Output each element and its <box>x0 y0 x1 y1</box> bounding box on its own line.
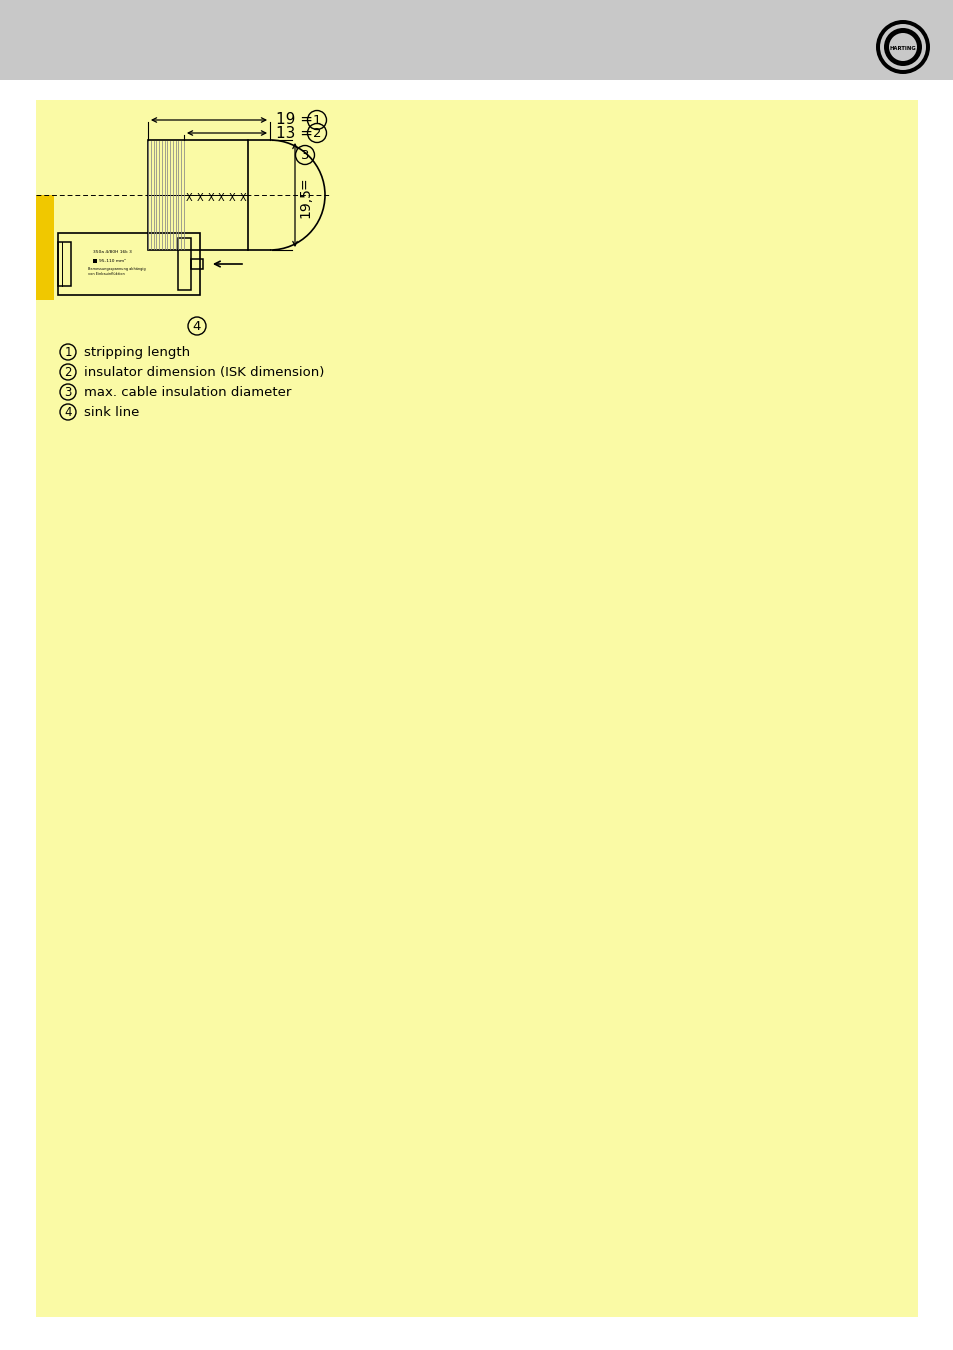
Text: 2: 2 <box>64 366 71 379</box>
Text: Bemessungsspannung abhängig: Bemessungsspannung abhängig <box>88 267 146 271</box>
Text: 3: 3 <box>300 148 309 162</box>
Text: X: X <box>218 193 224 202</box>
Text: HARTING: HARTING <box>889 46 916 50</box>
Text: 95-110 mm²: 95-110 mm² <box>99 259 126 263</box>
Text: stripping length: stripping length <box>84 346 190 359</box>
Circle shape <box>888 32 916 61</box>
Text: X: X <box>229 193 235 202</box>
Text: 19 =: 19 = <box>275 112 317 127</box>
Bar <box>178 238 191 290</box>
Text: 2: 2 <box>313 127 321 140</box>
Text: 350a 4/80H 16k 3: 350a 4/80H 16k 3 <box>92 250 132 254</box>
Text: X: X <box>207 193 213 202</box>
Text: X: X <box>196 193 203 202</box>
Text: von Einbauinflüktion: von Einbauinflüktion <box>88 271 125 275</box>
Text: max. cable insulation diameter: max. cable insulation diameter <box>84 386 291 400</box>
Bar <box>58 234 200 296</box>
Bar <box>191 259 203 269</box>
Text: sink line: sink line <box>84 406 139 418</box>
Text: 4: 4 <box>193 320 201 333</box>
Text: insulator dimension (ISK dimension): insulator dimension (ISK dimension) <box>84 366 324 379</box>
Text: 4: 4 <box>64 406 71 418</box>
Text: 19,5: 19,5 <box>297 188 312 219</box>
Circle shape <box>875 20 929 74</box>
Bar <box>0 0 953 80</box>
Bar <box>92 259 97 263</box>
Text: 1: 1 <box>313 113 321 127</box>
Text: X: X <box>239 193 246 202</box>
Text: 3: 3 <box>64 386 71 398</box>
Circle shape <box>883 28 921 66</box>
Text: X: X <box>186 193 193 202</box>
Text: 13 =: 13 = <box>275 126 317 140</box>
Bar <box>148 140 248 250</box>
Text: 1: 1 <box>64 346 71 359</box>
Bar <box>58 242 71 286</box>
Text: =: = <box>297 177 312 189</box>
Circle shape <box>879 24 925 70</box>
Bar <box>36 194 54 300</box>
